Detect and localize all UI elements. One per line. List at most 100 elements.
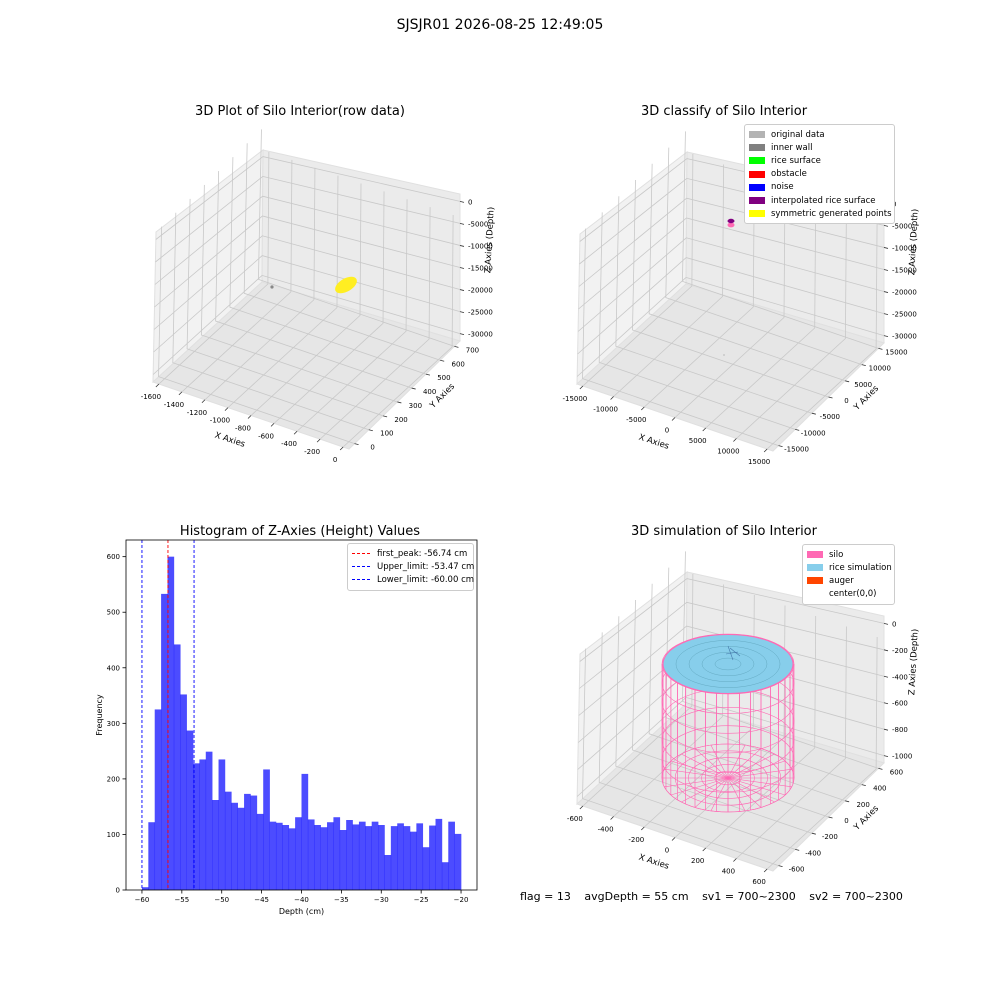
histogram-bar [269, 821, 277, 890]
legend-entry: noise [749, 181, 890, 194]
hist-y-tick-label: 300 [107, 720, 120, 728]
y-tick-mark [440, 359, 445, 362]
silo-floor-spoke [727, 777, 762, 808]
legend-label: obstacle [771, 169, 807, 180]
hist-x-tick-label: −30 [374, 896, 389, 904]
z-tick-mark [883, 649, 889, 652]
y-tick-label: -200 [822, 833, 838, 841]
z-grid-line [152, 274, 461, 375]
y-tick-label: 600 [890, 768, 903, 776]
y-tick-label: 0 [844, 817, 848, 825]
z-tick-mark [459, 311, 465, 313]
silo-floor-spoke [670, 777, 729, 796]
y-tick-mark [811, 412, 816, 415]
z-tick-label: -400 [892, 673, 908, 681]
legend-label: center(0,0) [829, 589, 877, 600]
z-tick-mark [883, 728, 889, 731]
silo-floor-spoke [694, 748, 729, 779]
x-grid-line [705, 195, 817, 429]
histogram-bar [365, 826, 372, 890]
x-tick-mark [671, 417, 676, 421]
legend-label: symmetric generated points [771, 208, 892, 219]
y-grid-line [243, 143, 441, 361]
x-tick-label: 5000 [689, 437, 707, 445]
histogram-bar [358, 821, 366, 890]
legend-swatch [749, 144, 765, 152]
y-grid-line [615, 196, 812, 414]
y-grid-line [632, 599, 829, 818]
y-tick-mark [828, 396, 833, 399]
x-grid-line [227, 175, 339, 408]
histogram-bar [256, 813, 264, 890]
rice-surface-contour [714, 657, 742, 671]
x-tick-mark [316, 438, 321, 443]
x-tick-label: -600 [567, 815, 583, 823]
x-tick-mark [270, 423, 275, 427]
x-tick-label: -15000 [562, 395, 587, 403]
legend-label: Upper_limit: -53.47 cm [377, 561, 475, 572]
silo-floor-spoke [710, 745, 729, 779]
silo-floor-spoke [727, 777, 775, 803]
z-tick-mark [883, 622, 889, 625]
y-tick-mark [845, 380, 850, 383]
y-tick-label: -10000 [801, 429, 826, 437]
histogram-bar [333, 817, 341, 890]
histogram-bar [180, 694, 187, 890]
z-tick-label: -5000 [468, 220, 488, 228]
classify-surface-point [727, 222, 735, 228]
z-tick-label: -20000 [468, 287, 493, 295]
legend-entry: rice simulation [807, 561, 892, 574]
y-tick-label: 500 [437, 374, 450, 382]
legend-label: silo [829, 549, 844, 560]
z-tick-mark [459, 223, 465, 225]
x-tick-mark [224, 407, 229, 411]
z-tick-label: 0 [468, 198, 472, 206]
y-tick-label: -5000 [820, 413, 840, 421]
y-grid-line [648, 163, 846, 382]
histogram-bar [231, 802, 238, 890]
status-line: flag = 13 avgDepth = 55 cm sv1 = 700~230… [520, 890, 990, 903]
z-tick-label: -25000 [468, 309, 493, 317]
histogram-bar [250, 795, 258, 890]
y-tick-label: 400 [873, 785, 886, 793]
y-grid-line [186, 198, 384, 417]
legend-entry: silo [807, 548, 890, 561]
histogram-bar [416, 823, 424, 890]
y-tick-mark [878, 768, 883, 770]
histogram-bar [186, 730, 194, 890]
legend-label: first_peak: -56.74 cm [377, 548, 468, 559]
legend-swatch [807, 577, 823, 585]
x-tick-label: -200 [304, 448, 320, 456]
simulation-plot-title: 3D simulation of Silo Interior [631, 524, 817, 539]
x-tick-mark [293, 430, 298, 435]
silo-floor-ring [661, 743, 795, 813]
z-tick-label: -800 [892, 726, 908, 734]
z-grid-line [154, 215, 461, 308]
hist-y-tick-label: 400 [107, 664, 120, 672]
z-tick-mark [883, 313, 889, 315]
z-tick-label: -200 [892, 647, 908, 655]
x-tick-label: 200 [691, 857, 704, 865]
y-tick-label: 600 [451, 360, 464, 368]
hist-y-tick-label: 0 [116, 887, 120, 895]
x-tick-label: 600 [752, 878, 765, 886]
x-tick-mark [339, 446, 344, 451]
histogram-bar [327, 822, 334, 890]
legend-entry: symmetric generated points [749, 207, 892, 220]
silo-floor-spoke [710, 777, 729, 811]
x-tick-label: -5000 [626, 416, 646, 424]
x-tick-label: 0 [665, 427, 669, 435]
hist-y-tick-label: 600 [107, 553, 120, 561]
legend-entry: inner wall [749, 141, 890, 154]
histogram-bar [454, 833, 462, 890]
sv1-value: sv1 = 700~2300 [702, 890, 796, 903]
histogram-bar [403, 826, 411, 890]
classify-legend: original data inner wall rice surface obsta… [744, 124, 895, 225]
y-grid-line [598, 632, 796, 850]
y-tick-label: -600 [789, 866, 805, 874]
y-tick-mark [397, 401, 402, 404]
z-tick-label: -10000 [892, 244, 917, 252]
legend-label: auger [829, 575, 854, 586]
y-grid-line [215, 171, 412, 389]
x-tick-mark [610, 816, 614, 820]
